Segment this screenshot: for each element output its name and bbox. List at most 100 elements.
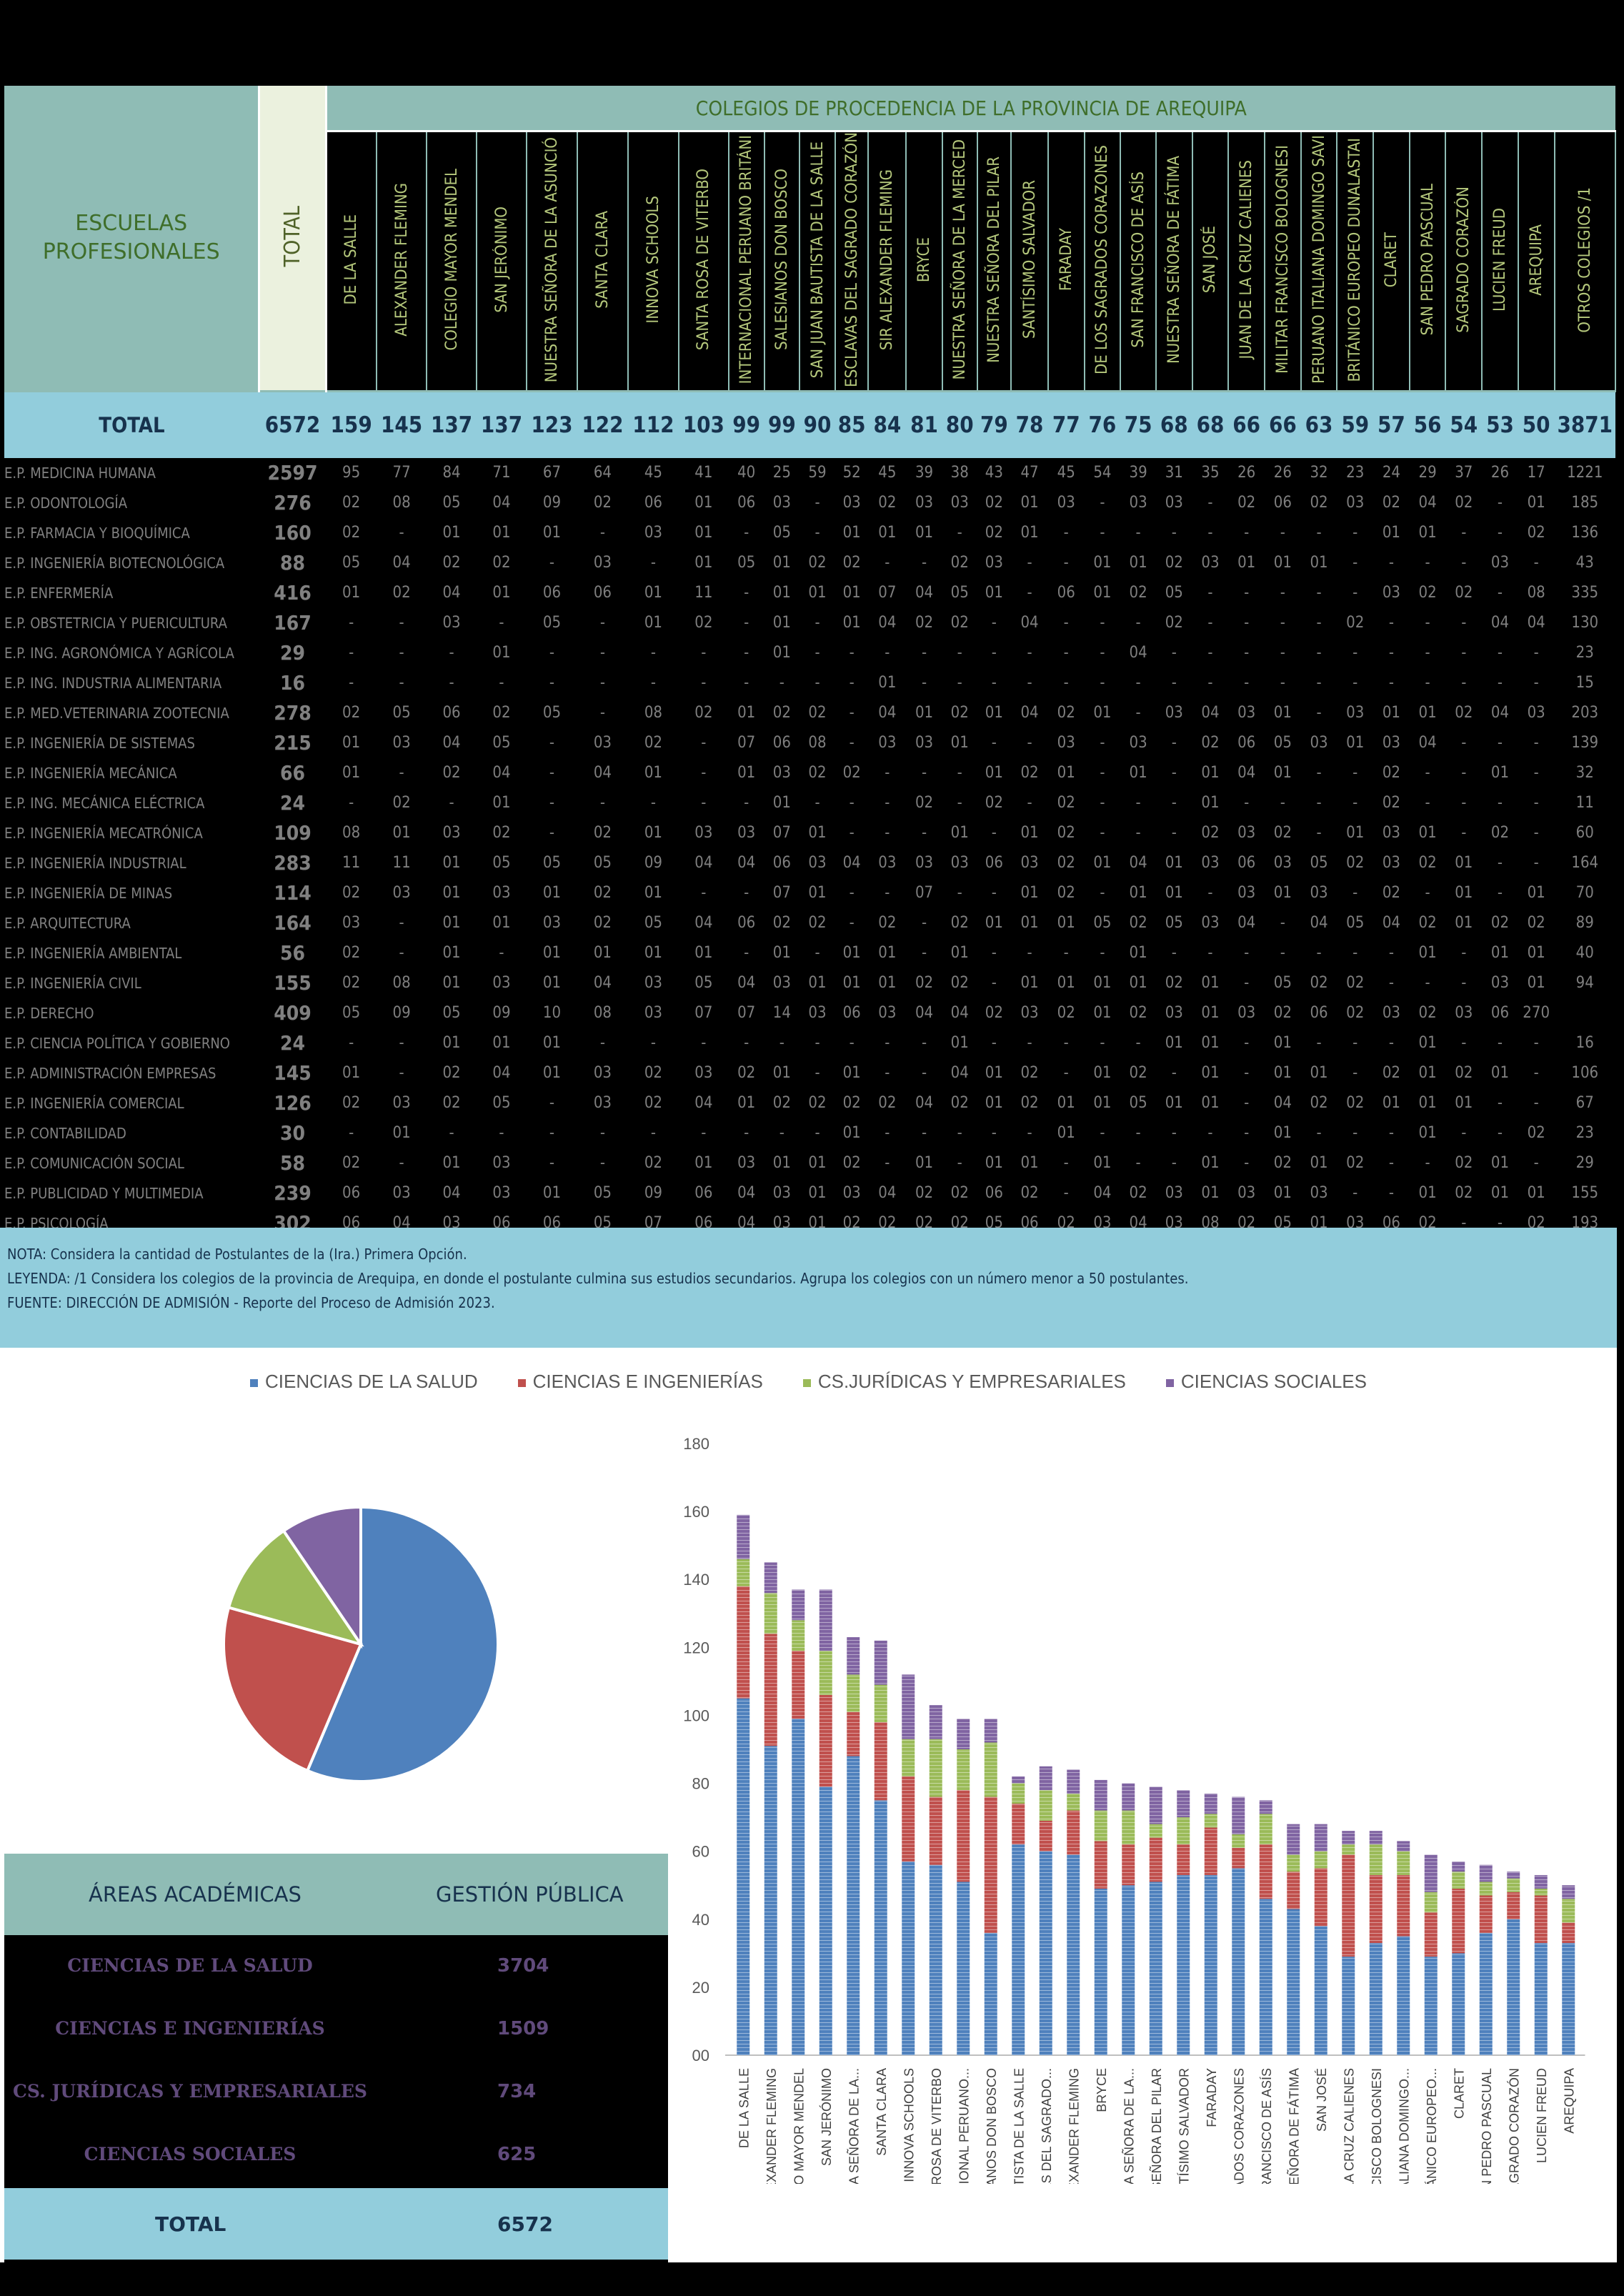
- row-cell: 09: [644, 1184, 662, 1203]
- row-total: 145: [274, 1061, 312, 1085]
- row-cell: -: [1533, 644, 1539, 662]
- row-cell: -: [1461, 734, 1467, 752]
- row-cell: 01: [1346, 824, 1365, 843]
- row-cell: -: [399, 644, 404, 662]
- total-row-cell: 85: [835, 391, 869, 458]
- row-cell: 01: [644, 944, 662, 963]
- row-cell: -: [815, 1124, 820, 1143]
- row-cell: 02: [442, 554, 461, 572]
- row-cell: 01: [442, 1034, 461, 1053]
- row-cell: 03: [1310, 734, 1328, 752]
- row-cell: -: [885, 764, 890, 782]
- row-label: E.P. PUBLICIDAD Y MULTIMEDIA: [4, 1184, 204, 1202]
- row-cell: -: [1100, 644, 1105, 662]
- bar-segment: [1534, 1888, 1548, 1896]
- row-cell: -: [1244, 1124, 1250, 1143]
- row-cell: -: [1171, 764, 1177, 782]
- total-row-cell: 63: [1300, 391, 1337, 458]
- row-cell: -: [1027, 644, 1032, 662]
- row-cell: -: [1425, 794, 1430, 812]
- row-cell: 05: [442, 494, 461, 512]
- row-cell: 01: [915, 1154, 934, 1173]
- bar-segment: [929, 1864, 942, 2055]
- note-fuente: FUENTE: DIRECCIÓN DE ADMISIÓN - Reporte …: [7, 1294, 495, 1311]
- row-cell: 01: [842, 614, 861, 632]
- table-row: E.P. INGENIERÍA AMBIENTAL 56 02 - 01 - 01 01 01 0…: [4, 938, 1615, 968]
- row-cell: 05: [694, 974, 713, 993]
- bar-segment: [1094, 1841, 1107, 1889]
- row-cell: 01: [492, 644, 511, 662]
- legend-label: CIENCIAS SOCIALES: [1180, 1371, 1367, 1392]
- row-label: E.P. INGENIERÍA MECÁNICA: [4, 764, 177, 782]
- row-cell: 01: [1418, 1124, 1437, 1143]
- row-cell: -: [399, 1064, 404, 1083]
- row-cell: 05: [1093, 914, 1112, 933]
- row-cell: -: [1497, 644, 1503, 662]
- row-cell: -: [549, 824, 555, 843]
- row-cell: 52: [842, 464, 861, 482]
- row-cell: 02: [1455, 1184, 1473, 1203]
- row-cell: 04: [442, 734, 461, 752]
- row-cell: -: [1135, 674, 1141, 692]
- total-row-cell: 122: [577, 391, 628, 458]
- row-total: 24: [279, 1031, 306, 1055]
- row-cell: 04: [442, 584, 461, 602]
- school-header: NUESTRA SEÑORA DE FÁTIMA: [1155, 131, 1193, 392]
- row-cell: 39: [1129, 464, 1147, 482]
- row-cell: 01: [1273, 1034, 1292, 1053]
- row-cell: -: [650, 674, 656, 692]
- row-cell: -: [1207, 614, 1213, 632]
- row-cell: 03: [878, 854, 897, 873]
- row-cell: 03: [737, 824, 756, 843]
- row-cell: -: [991, 734, 997, 752]
- total-row-cell: 99: [728, 391, 764, 458]
- row-cell: 04: [1093, 1184, 1112, 1203]
- bar-segment: [1479, 1882, 1493, 1896]
- row-cell: 01: [1057, 1124, 1075, 1143]
- row-cell: 04: [392, 554, 411, 572]
- total-row-cell: 80: [942, 391, 977, 458]
- row-cell: -: [1100, 524, 1105, 542]
- table-row: E.P. ING. AGRONÓMICA Y AGRÍCOLA 29 - - - 01 - -…: [4, 638, 1615, 668]
- row-cell: 01: [1165, 854, 1183, 873]
- total-row-cell: 90: [799, 391, 835, 458]
- row-cell: 02: [950, 1184, 969, 1203]
- row-cell: -: [991, 674, 997, 692]
- row-cell: 01: [808, 884, 827, 903]
- areas-total-row: TOTAL 6572: [4, 2188, 668, 2260]
- row-cell: 01: [772, 794, 791, 812]
- y-tick-label: 80: [692, 1775, 709, 1793]
- bar-segment: [1204, 1827, 1217, 1875]
- row-cell: 07: [737, 734, 756, 752]
- row-label: E.P. INGENIERÍA DE SISTEMAS: [4, 734, 195, 752]
- total-row-cell: 54: [1445, 391, 1483, 458]
- row-cell: 01: [842, 1064, 861, 1083]
- row-cell: -: [701, 764, 707, 782]
- legend-item: CIENCIAS E INGENIERÍAS: [517, 1371, 763, 1393]
- school-header: SAGRADO CORAZÓN: [1445, 131, 1483, 392]
- row-cell: -: [1100, 764, 1105, 782]
- row-cell: 02: [1382, 884, 1400, 903]
- row-cell: 02: [1346, 974, 1365, 993]
- row-cell: -: [991, 614, 997, 632]
- row-cell: 270: [1523, 1004, 1550, 1023]
- x-tick-label: BRITÁNICO EUROPEO...: [1425, 2068, 1439, 2184]
- y-tick-label: 100: [683, 1706, 709, 1724]
- school-header: OTROS COLEGIOS /1: [1553, 131, 1616, 392]
- total-row-cell: 66: [1228, 391, 1265, 458]
- row-cell: 10: [542, 1004, 562, 1023]
- row-cell: 03: [915, 854, 934, 873]
- row-cell: -: [1388, 1124, 1394, 1143]
- row-cell: 01: [492, 914, 511, 933]
- row-cell: -: [815, 524, 820, 542]
- bar-segment: [1507, 1878, 1520, 1892]
- row-label: E.P. CIENCIA POLÍTICA Y GOBIERNO: [4, 1034, 230, 1052]
- row-cell: -: [1063, 944, 1069, 963]
- row-cell: -: [449, 644, 454, 662]
- row-cell: -: [1135, 614, 1141, 632]
- row-cell: 06: [737, 914, 756, 933]
- row-cell: -: [885, 554, 890, 572]
- row-cell: -: [1316, 674, 1322, 692]
- row-cell: 04: [1129, 644, 1147, 662]
- row-cell: 01: [842, 524, 861, 542]
